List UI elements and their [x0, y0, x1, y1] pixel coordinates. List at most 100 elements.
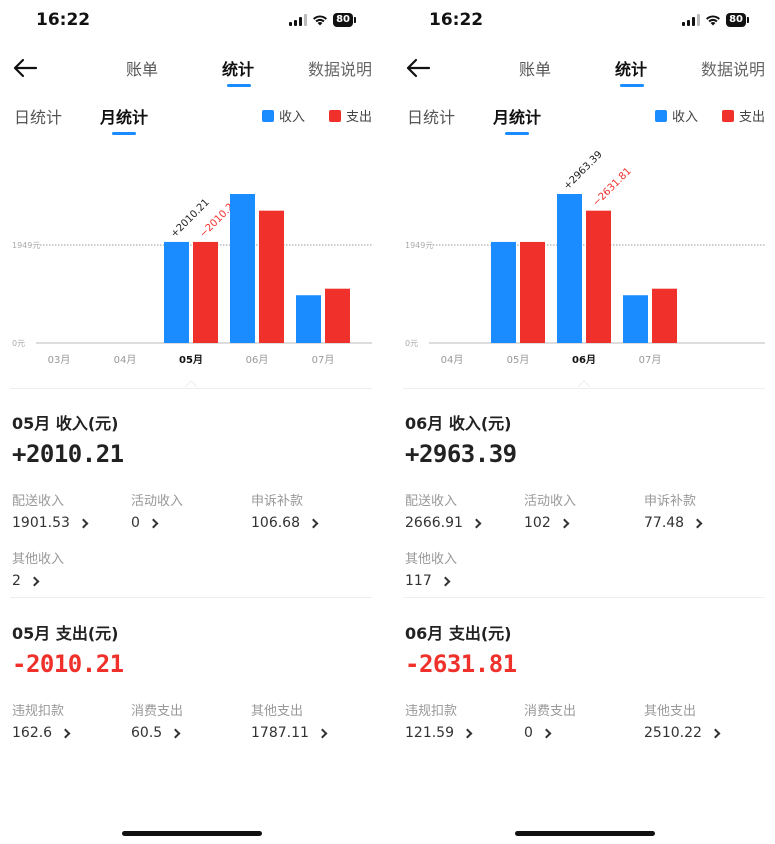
expense-value-label: −2631.81 [591, 166, 634, 209]
expense-item-consumption[interactable]: 消费支出 60.5 [131, 700, 241, 741]
active-tab-indicator [227, 84, 251, 87]
item-value: 162.6 [12, 725, 122, 741]
selected-pointer [184, 380, 198, 388]
section-divider [403, 597, 765, 598]
tab-data-description[interactable]: 数据说明 [308, 60, 373, 79]
back-arrow-icon[interactable] [405, 56, 431, 80]
income-item-activity[interactable]: 活动收入 0 [131, 490, 241, 531]
income-item-delivery[interactable]: 配送收入 1901.53 [12, 490, 122, 531]
back-arrow-icon[interactable] [12, 56, 38, 80]
chevron-right-icon [559, 518, 570, 528]
item-value: 2666.91 [405, 515, 515, 531]
item-value: 0 [524, 725, 634, 741]
sub-tabs: 日统计 月统计 收入 支出 [0, 100, 380, 140]
income-value-label: +2963.39 [562, 150, 605, 192]
sub-tab-daily[interactable]: 日统计 [14, 108, 63, 127]
income-items: 配送收入 1901.53 活动收入 0 申诉补款 106.68 其他收入 2 [12, 490, 372, 590]
monthly-bar-chart[interactable]: 0元 1949元 04月 05月 06月 +2963.39−2631.81 07月 [393, 150, 773, 390]
income-item-delivery[interactable]: 配送收入 2666.91 [405, 490, 515, 531]
legend-income: 收入 [654, 106, 698, 125]
income-bar [491, 241, 516, 343]
section-divider [10, 597, 372, 598]
status-bar: 16:22 80 [393, 10, 773, 34]
sub-tab-monthly[interactable]: 月统计 [100, 108, 149, 127]
item-label: 违规扣款 [405, 704, 458, 719]
legend-income-swatch [261, 109, 274, 122]
item-value: 2 [12, 573, 122, 589]
active-sub-tab-indicator [505, 132, 529, 135]
expense-item-consumption[interactable]: 消费支出 0 [524, 700, 634, 741]
expense-section: 06月 支出(元) -2631.81 违规扣款 121.59 消费支出 0 其他… [405, 620, 765, 800]
sub-tab-daily[interactable]: 日统计 [407, 108, 456, 127]
nav-bar: 账单 统计 数据说明 [393, 52, 773, 92]
chevron-right-icon [692, 518, 703, 528]
tab-bill[interactable]: 账单 [126, 60, 159, 79]
item-label: 配送收入 [405, 494, 458, 509]
sub-tab-monthly[interactable]: 月统计 [493, 108, 542, 127]
income-item-appeal[interactable]: 申诉补款 106.68 [251, 490, 361, 531]
item-label: 其他收入 [12, 552, 65, 567]
chart-legend: 收入 支出 [238, 106, 372, 125]
zero-label: 0元 [405, 339, 418, 348]
x-tick-label: 06月 [246, 354, 269, 366]
expense-section: 05月 支出(元) -2010.21 违规扣款 162.6 消费支出 60.5 … [12, 620, 372, 800]
tab-data-description[interactable]: 数据说明 [701, 60, 766, 79]
income-title: 06月 收入(元) [405, 414, 512, 433]
income-item-other[interactable]: 其他收入 117 [405, 548, 515, 589]
tab-statistics[interactable]: 统计 [222, 60, 255, 79]
income-items: 配送收入 2666.91 活动收入 102 申诉补款 77.48 其他收入 11… [405, 490, 765, 590]
item-value: 102 [524, 515, 634, 531]
signal-icon [682, 14, 701, 26]
home-indicator [122, 831, 262, 836]
chevron-right-icon [60, 728, 71, 738]
income-item-appeal[interactable]: 申诉补款 77.48 [644, 490, 754, 531]
item-value: 77.48 [644, 515, 754, 531]
chevron-right-icon [308, 518, 319, 528]
income-item-other[interactable]: 其他收入 2 [12, 548, 122, 589]
item-value: 106.68 [251, 515, 361, 531]
income-bar [230, 194, 255, 343]
expense-bar [325, 288, 350, 343]
home-indicator [515, 831, 655, 836]
x-tick-label: 06月 [572, 354, 596, 366]
chevron-right-icon [317, 728, 328, 738]
item-value: 0 [131, 515, 241, 531]
reference-label: 1949元 [12, 241, 40, 250]
expense-items: 违规扣款 162.6 消费支出 60.5 其他支出 1787.11 [12, 700, 372, 800]
legend-expense: 支出 [721, 106, 765, 125]
chevron-right-icon [462, 728, 473, 738]
chevron-right-icon [170, 728, 181, 738]
expense-total: -2631.81 [405, 650, 517, 678]
x-tick-label: 07月 [639, 354, 662, 366]
item-label: 配送收入 [12, 494, 65, 509]
status-icons: 80 [289, 13, 356, 27]
expense-item-violation[interactable]: 违规扣款 162.6 [12, 700, 122, 741]
wifi-icon [706, 15, 721, 26]
sub-tabs: 日统计 月统计 收入 支出 [393, 100, 773, 140]
expense-item-other[interactable]: 其他支出 2510.22 [644, 700, 754, 741]
tab-statistics[interactable]: 统计 [615, 60, 648, 79]
item-value: 60.5 [131, 725, 241, 741]
x-tick-label: 03月 [48, 354, 71, 366]
expense-bar [652, 288, 677, 343]
chart-divider [10, 388, 372, 389]
item-value: 1901.53 [12, 515, 122, 531]
legend-income: 收入 [261, 106, 305, 125]
item-label: 申诉补款 [251, 494, 304, 509]
x-tick-label: 07月 [312, 354, 335, 366]
expense-item-violation[interactable]: 违规扣款 121.59 [405, 700, 515, 741]
x-tick-label: 05月 [179, 354, 203, 366]
item-label: 活动收入 [524, 494, 577, 509]
phone-screen-may: 16:22 80 账单 统计 数据说明 日统计 月统计 [0, 0, 380, 844]
income-bar [164, 241, 189, 343]
battery-tip [354, 17, 356, 23]
zero-label: 0元 [12, 339, 25, 348]
item-label: 活动收入 [131, 494, 184, 509]
tab-bill[interactable]: 账单 [519, 60, 552, 79]
legend-income-label: 收入 [278, 110, 305, 125]
income-title: 05月 收入(元) [12, 414, 119, 433]
expense-item-other[interactable]: 其他支出 1787.11 [251, 700, 361, 741]
chevron-right-icon [148, 518, 159, 528]
income-item-activity[interactable]: 活动收入 102 [524, 490, 634, 531]
